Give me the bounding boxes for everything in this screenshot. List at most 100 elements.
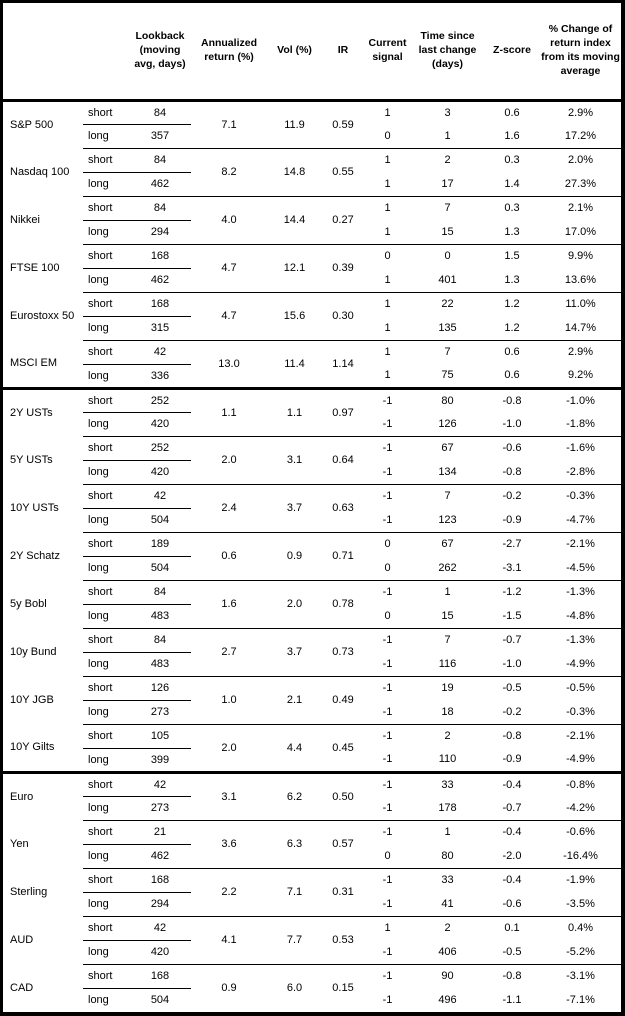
signal-cell: -1 bbox=[382, 417, 393, 430]
time-since-cell: 3 bbox=[444, 106, 451, 119]
table-row: Nikkei short 84 4.0 14.4 0.27 1 7 0.3 2.… bbox=[3, 195, 621, 244]
vol-cell: 6.2 bbox=[267, 770, 322, 820]
table-row: Euro short 42 3.1 6.2 0.50 -1 33 -0.4 -0… bbox=[3, 770, 621, 820]
annualized-return-cell: 3.6 bbox=[191, 819, 267, 868]
annualized-return-cell: 8.2 bbox=[191, 147, 267, 196]
table-row: 5y Bobl short 84 1.6 2.0 0.78 -1 1 -1.2 … bbox=[3, 579, 621, 628]
zscore-cell: 0.6 bbox=[504, 369, 520, 382]
instrument-cell: 10Y JGB bbox=[10, 694, 54, 706]
col-header-zscore: Z-score bbox=[484, 3, 540, 102]
annualized-return-cell: 2.0 bbox=[191, 723, 267, 772]
lookback-cell: 462 bbox=[150, 850, 170, 862]
pct-change-cell: 13.6% bbox=[564, 273, 597, 286]
signal-cell: -1 bbox=[364, 579, 411, 604]
table-row: long 357 0 1 1.6 17.2% bbox=[3, 124, 621, 148]
table-row: long 315 1 135 1.2 14.7% bbox=[3, 316, 621, 340]
annualized-return-cell: 0.6 bbox=[191, 531, 267, 580]
ir-cell: 0.31 bbox=[322, 867, 364, 916]
instrument-cell: 10Y Gilts bbox=[10, 741, 55, 754]
signal-cell: -1 bbox=[364, 819, 411, 844]
annualized-return-cell: 4.7 bbox=[191, 291, 267, 340]
annualized-return-cell: 1.6 bbox=[191, 579, 267, 628]
horizon-cell: short bbox=[83, 675, 129, 701]
signal-cell: -1 bbox=[382, 513, 393, 526]
lookback-cell: 42 bbox=[129, 483, 191, 509]
time-since-cell: 116 bbox=[438, 657, 457, 670]
time-since-cell: 2 bbox=[411, 915, 484, 940]
table-row: long 294 -1 41 -0.6 -3.5% bbox=[3, 892, 621, 916]
pct-change-cell: 2.1% bbox=[540, 195, 621, 220]
table-row: FTSE 100 short 168 4.7 12.1 0.39 0 0 1.5… bbox=[3, 243, 621, 292]
zscore-cell: -1.0 bbox=[502, 657, 522, 670]
pct-change-cell: -4.9% bbox=[566, 753, 595, 766]
horizon-cell: short bbox=[83, 195, 129, 221]
pct-change-cell: -16.4% bbox=[563, 849, 598, 862]
table-row: 2Y USTs short 252 1.1 1.1 0.97 -1 80 -0.… bbox=[3, 386, 621, 436]
table-row: Sterling short 168 2.2 7.1 0.31 -1 33 -0… bbox=[3, 867, 621, 916]
horizon-cell: short bbox=[83, 819, 129, 845]
signal-cell: 1 bbox=[384, 225, 391, 238]
pct-change-cell: 14.7% bbox=[564, 321, 597, 334]
pct-change-cell: -1.0% bbox=[540, 386, 621, 412]
time-since-cell: 15 bbox=[441, 609, 454, 622]
table-body: S&P 500 short 84 7.1 11.9 0.59 1 3 0.6 2… bbox=[3, 100, 621, 1012]
col-header-current-signal: Current signal bbox=[364, 3, 411, 102]
signal-cell: 0 bbox=[384, 609, 391, 622]
signal-cell: -1 bbox=[382, 801, 393, 814]
zscore-cell: 0.6 bbox=[484, 339, 540, 364]
pct-change-cell: 0.4% bbox=[540, 915, 621, 940]
annualized-return-cell: 2.7 bbox=[191, 627, 267, 676]
time-since-cell: 22 bbox=[411, 291, 484, 316]
lookback-cell: 84 bbox=[129, 195, 191, 221]
zscore-cell: -0.8 bbox=[502, 465, 522, 478]
time-since-cell: 7 bbox=[411, 195, 484, 220]
instrument-cell: Yen bbox=[10, 838, 29, 850]
table-row: 10Y USTs short 42 2.4 3.7 0.63 -1 7 -0.2… bbox=[3, 483, 621, 532]
col-header-time-since: Time since last change (days) bbox=[411, 3, 484, 102]
ir-cell: 0.97 bbox=[322, 386, 364, 436]
zscore-cell: -0.5 bbox=[484, 675, 540, 700]
vol-cell: 2.0 bbox=[267, 579, 322, 628]
pct-change-cell: 2.9% bbox=[540, 339, 621, 364]
lookback-cell: 105 bbox=[129, 723, 191, 749]
signal-cell: -1 bbox=[364, 675, 411, 700]
time-since-cell: 110 bbox=[438, 753, 457, 766]
signal-cell: -1 bbox=[364, 386, 411, 412]
lookback-cell: 483 bbox=[150, 658, 170, 670]
ir-cell: 0.27 bbox=[322, 195, 364, 244]
vol-cell: 6.0 bbox=[267, 963, 322, 1012]
lookback-cell: 189 bbox=[129, 531, 191, 557]
lookback-cell: 84 bbox=[129, 100, 191, 125]
pct-change-cell: -0.6% bbox=[540, 819, 621, 844]
signal-cell: 1 bbox=[364, 195, 411, 220]
horizon-cell: long bbox=[88, 274, 109, 286]
vol-cell: 3.1 bbox=[267, 435, 322, 484]
table-row: long 483 0 15 -1.5 -4.8% bbox=[3, 604, 621, 628]
table-row: long 483 -1 116 -1.0 -4.9% bbox=[3, 652, 621, 676]
time-since-cell: 0 bbox=[411, 243, 484, 268]
table-row: AUD short 42 4.1 7.7 0.53 1 2 0.1 0.4% bbox=[3, 915, 621, 964]
zscore-cell: -0.4 bbox=[484, 867, 540, 892]
ir-cell: 1.14 bbox=[322, 339, 364, 388]
table-row: long 399 -1 110 -0.9 -4.9% bbox=[3, 748, 621, 772]
signal-cell: 0 bbox=[384, 561, 391, 574]
instrument-cell: S&P 500 bbox=[10, 118, 54, 131]
pct-change-cell: -0.5% bbox=[540, 675, 621, 700]
time-since-cell: 123 bbox=[438, 513, 457, 526]
pct-change-cell: -4.7% bbox=[566, 513, 595, 526]
ir-cell: 0.30 bbox=[322, 291, 364, 340]
horizon-cell: long bbox=[88, 562, 109, 574]
horizon-cell: short bbox=[83, 435, 129, 461]
lookback-cell: 84 bbox=[129, 147, 191, 173]
instrument-cell: Nasdaq 100 bbox=[10, 166, 70, 178]
pct-change-cell: -2.1% bbox=[540, 531, 621, 556]
zscore-cell: 0.3 bbox=[484, 147, 540, 172]
table-row: 10Y JGB short 126 1.0 2.1 0.49 -1 19 -0.… bbox=[3, 675, 621, 724]
signal-cell: 1 bbox=[384, 106, 391, 119]
vol-cell: 1.1 bbox=[267, 386, 322, 436]
signal-cell: -1 bbox=[364, 435, 411, 460]
instrument-cell: 2Y Schatz bbox=[10, 550, 60, 562]
vol-cell: 6.3 bbox=[267, 819, 322, 868]
zscore-cell: -0.5 bbox=[502, 945, 522, 958]
zscore-cell: 1.2 bbox=[504, 321, 520, 334]
